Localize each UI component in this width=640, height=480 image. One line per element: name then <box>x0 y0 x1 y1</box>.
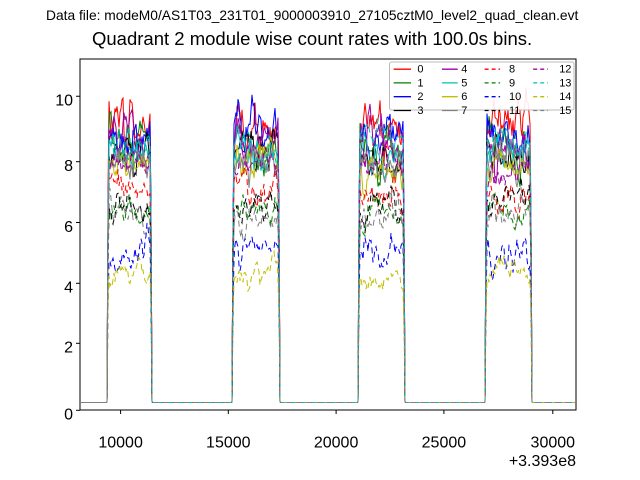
svg-text:14: 14 <box>559 91 571 103</box>
svg-text:4: 4 <box>64 280 73 297</box>
svg-text:2: 2 <box>64 340 73 357</box>
svg-text:10: 10 <box>509 91 521 103</box>
svg-text:13: 13 <box>559 77 571 89</box>
svg-text:6: 6 <box>461 91 467 103</box>
svg-text:2: 2 <box>417 91 423 103</box>
svg-text:1: 1 <box>417 77 423 89</box>
svg-text:15: 15 <box>559 105 571 117</box>
svg-text:11: 11 <box>509 105 520 117</box>
svg-text:8: 8 <box>64 158 73 175</box>
svg-text:10000: 10000 <box>98 435 143 452</box>
svg-text:30000: 30000 <box>531 435 576 452</box>
svg-text:25000: 25000 <box>422 435 467 452</box>
svg-text:3: 3 <box>417 105 423 117</box>
svg-text:0: 0 <box>417 64 423 76</box>
svg-text:15000: 15000 <box>206 435 251 452</box>
svg-text:0: 0 <box>64 407 73 424</box>
svg-text:8: 8 <box>509 64 515 76</box>
svg-text:5: 5 <box>461 77 467 89</box>
svg-text:12: 12 <box>559 64 571 76</box>
svg-text:+3.393e8: +3.393e8 <box>509 453 576 470</box>
svg-text:4: 4 <box>461 64 467 76</box>
svg-text:10: 10 <box>55 93 73 110</box>
svg-text:7: 7 <box>461 105 467 117</box>
svg-text:20000: 20000 <box>314 435 359 452</box>
svg-text:6: 6 <box>64 219 73 236</box>
svg-text:9: 9 <box>509 77 515 89</box>
